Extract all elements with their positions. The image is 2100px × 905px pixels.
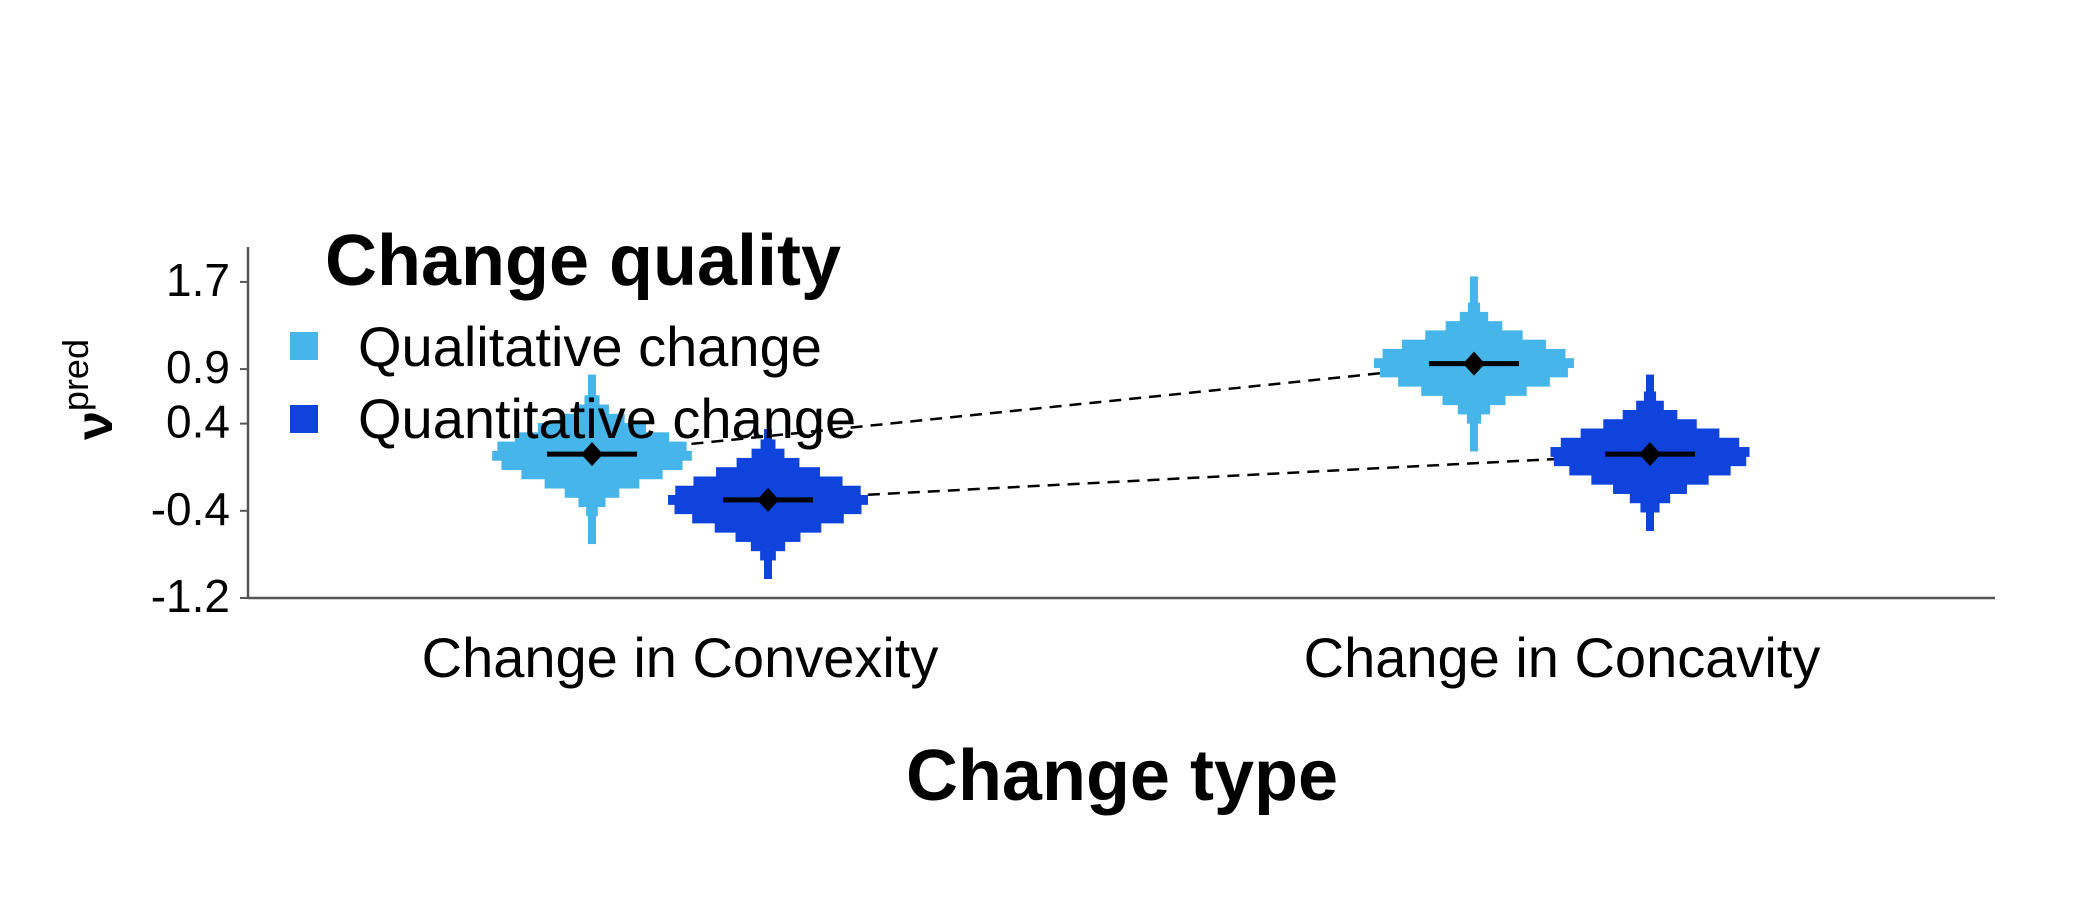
y-axis-title-symbol: ν bbox=[66, 411, 124, 440]
x-tick-label: Change in Convexity bbox=[422, 626, 939, 689]
y-axis-ticks: -1.2 -0.4 0.40.9 1.7 bbox=[151, 254, 248, 622]
y-tick-label: -1.2 bbox=[151, 570, 230, 622]
y-tick-label: 0.4 bbox=[166, 396, 230, 448]
y-axis-title: νpred bbox=[55, 339, 124, 440]
y-axis-title-superscript: pred bbox=[55, 339, 96, 411]
legend-title: Change quality bbox=[325, 221, 841, 301]
y-tick-label: -0.4 bbox=[151, 483, 230, 535]
connector-lines bbox=[591, 362, 1651, 502]
y-tick-label: 1.7 bbox=[166, 254, 230, 306]
legend: Change quality Qualitative change Quanti… bbox=[290, 221, 856, 450]
connector-line bbox=[767, 452, 1651, 502]
x-axis-title: Change type bbox=[906, 736, 1338, 816]
mean-point bbox=[757, 487, 779, 512]
mean-point bbox=[1639, 442, 1661, 467]
legend-swatch-qualitative bbox=[290, 332, 318, 360]
mean-point bbox=[1463, 351, 1485, 376]
y-tick-label: 0.9 bbox=[166, 341, 230, 393]
legend-label-qualitative: Qualitative change bbox=[358, 315, 822, 378]
x-axis-ticks: Change in Convexity Change in Concavity bbox=[422, 626, 1821, 689]
connector-line bbox=[591, 362, 1475, 456]
legend-swatch-quantitative bbox=[290, 405, 318, 433]
legend-label-quantitative: Quantitative change bbox=[358, 387, 856, 450]
svg-text:νpred: νpred bbox=[55, 339, 124, 440]
x-tick-label: Change in Concavity bbox=[1304, 626, 1821, 689]
mean-markers bbox=[547, 351, 1695, 512]
mean-point bbox=[581, 442, 603, 467]
